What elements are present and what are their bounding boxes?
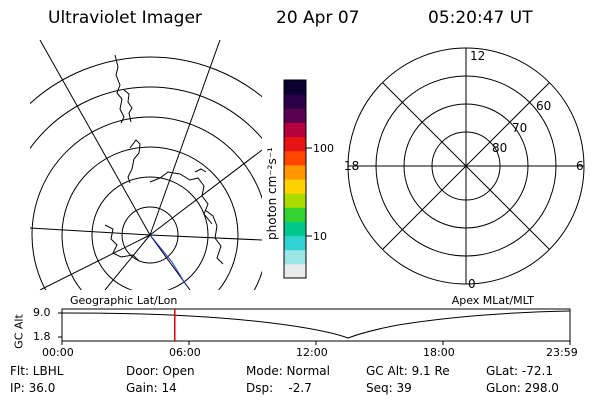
info-seq: Seq: 39 bbox=[366, 381, 412, 395]
colorbar-unit-label: photon cm⁻²s⁻¹ bbox=[265, 147, 279, 240]
gc-altitude-curve bbox=[61, 310, 571, 339]
colorbar-band bbox=[284, 80, 306, 95]
lat-circle-70 bbox=[91, 176, 209, 290]
colorbar-band bbox=[284, 179, 306, 194]
mlt-label-0: 0 bbox=[468, 277, 476, 291]
info-filter: Flt: LBHL bbox=[10, 364, 64, 378]
colorbar-tick-label: 10 bbox=[313, 230, 327, 243]
info-mode: Mode: Normal bbox=[246, 364, 330, 378]
coastline bbox=[149, 171, 213, 225]
lat-circle-80 bbox=[121, 206, 179, 264]
lat-circle-40 bbox=[30, 86, 262, 150]
meridian bbox=[30, 227, 151, 236]
colorbar-frame bbox=[283, 79, 307, 279]
timeline-yaxis-label: GC Alt bbox=[12, 314, 26, 349]
info-dsp: Dsp: -2.7 bbox=[246, 381, 312, 395]
colorbar-band bbox=[284, 94, 306, 109]
colorbar-band bbox=[284, 136, 306, 152]
info-ip: IP: 36.0 bbox=[10, 381, 56, 395]
info-gain: Gain: 14 bbox=[126, 381, 177, 395]
mlat-label-80: 80 bbox=[492, 141, 507, 155]
colorbar-band bbox=[284, 150, 306, 166]
info-door: Door: Open bbox=[126, 364, 195, 378]
lat-circle-50 bbox=[31, 116, 262, 290]
colorbar-tick-label: 100 bbox=[313, 142, 334, 155]
timeline-xtick-label: 23:59 bbox=[546, 346, 578, 359]
colorbar-band bbox=[284, 108, 306, 123]
ground-track bbox=[149, 234, 187, 286]
meridian bbox=[149, 234, 262, 241]
info-gc-alt: GC Alt: 9.1 Re bbox=[366, 364, 450, 378]
timeline-left-label: Geographic Lat/Lon bbox=[70, 294, 178, 307]
coastline bbox=[204, 209, 224, 265]
meridian bbox=[39, 234, 151, 290]
timeline-xtick-label: 00:00 bbox=[42, 346, 74, 359]
colorbar-band bbox=[284, 207, 306, 222]
colorbar-band bbox=[284, 193, 306, 208]
colorbar-band bbox=[284, 221, 306, 237]
mlt-label-18: 18 bbox=[344, 159, 359, 173]
coastline bbox=[114, 54, 125, 124]
mlt-diagonal bbox=[382, 82, 550, 250]
timeline-plot bbox=[58, 308, 571, 345]
timeline-xtick-label: 18:00 bbox=[423, 346, 455, 359]
meridian bbox=[104, 234, 151, 290]
coastline bbox=[127, 139, 141, 184]
mlat-label-60: 60 bbox=[536, 99, 551, 113]
coastline bbox=[194, 168, 207, 173]
observation-time: 05:20:47 UT bbox=[428, 8, 533, 28]
colorbar-band bbox=[284, 249, 306, 265]
colorbar-band bbox=[284, 164, 306, 180]
timeline-right-label: Apex MLat/MLT bbox=[451, 294, 534, 307]
apex-polar-plot bbox=[347, 47, 585, 285]
timeline-xtick-label: 12:00 bbox=[296, 346, 328, 359]
colorbar-band bbox=[284, 235, 306, 251]
timeline-ytick-label: 9.0 bbox=[33, 306, 51, 319]
meridian bbox=[149, 149, 262, 236]
info-glon: GLon: 298.0 bbox=[486, 381, 559, 395]
coastline bbox=[123, 89, 133, 123]
mlat-label-70: 70 bbox=[512, 121, 527, 135]
colorbar-band bbox=[284, 263, 306, 279]
mlt-label-12: 12 bbox=[470, 49, 485, 63]
instrument-title: Ultraviolet Imager bbox=[48, 8, 202, 28]
coastline bbox=[104, 224, 140, 262]
colorbar-band bbox=[284, 122, 306, 138]
info-glat: GLat: -72.1 bbox=[486, 364, 553, 378]
observation-date: 20 Apr 07 bbox=[276, 8, 360, 28]
lat-circle-30 bbox=[30, 56, 262, 105]
mlt-label-6: 6 bbox=[576, 159, 584, 173]
colorbar: 100 10 photon cm⁻²s⁻¹ bbox=[265, 79, 334, 279]
meridian bbox=[149, 40, 221, 236]
lat-circle-60 bbox=[61, 146, 239, 290]
timeline-ytick-label: 1.8 bbox=[33, 330, 51, 343]
meridian bbox=[39, 40, 151, 236]
timeline-xtick-label: 06:00 bbox=[169, 346, 201, 359]
geographic-map bbox=[30, 40, 262, 290]
